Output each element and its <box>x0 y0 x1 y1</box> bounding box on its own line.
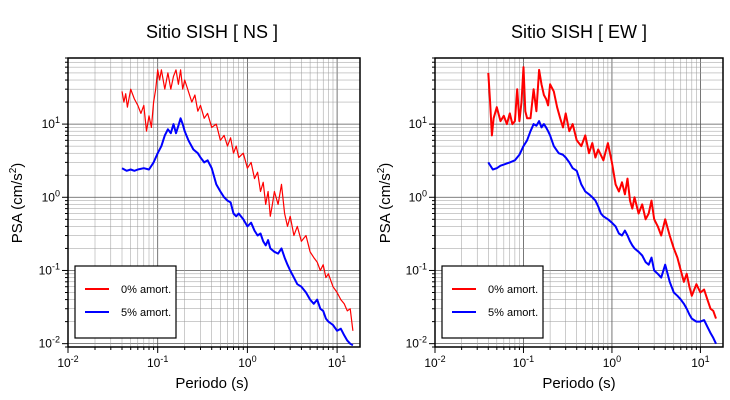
y-tick-label-base: 10 <box>39 263 53 277</box>
x-tick-label: 10-1 <box>513 354 534 370</box>
y-tick-label: 10-2 <box>406 335 427 351</box>
series-layer <box>121 69 354 347</box>
y-tick-label-base: 10 <box>42 190 56 204</box>
y-tick-label-exponent: -2 <box>419 335 427 345</box>
x-tick-label-exponent: 0 <box>616 354 621 364</box>
y-tick-label: 10-1 <box>406 261 427 277</box>
y-tick-label-base: 10 <box>409 117 423 131</box>
series-line-1 <box>121 117 354 347</box>
y-axis-label: PSA (cm/s2) <box>8 163 26 244</box>
x-tick-label-exponent: 1 <box>341 354 346 364</box>
series-line-0 <box>121 69 354 331</box>
x-tick-label-exponent: -2 <box>438 354 446 364</box>
y-tick-label-base: 10 <box>39 337 53 351</box>
y-tick-label: 100 <box>42 188 60 204</box>
y-axis-label-main: PSA (cm/s <box>9 173 26 243</box>
plot-frame <box>434 57 724 348</box>
y-tick-label-base: 10 <box>409 190 423 204</box>
y-axis-label-end: ) <box>377 163 394 168</box>
y-tick-label-base: 10 <box>42 117 56 131</box>
x-tick-label: 101 <box>691 354 709 370</box>
x-tick-label-exponent: -2 <box>71 354 79 364</box>
legend-entry-0: 0% amort. <box>121 284 171 296</box>
y-axis-label-superscript: 2 <box>8 167 19 173</box>
y-tick-label-exponent: 1 <box>422 115 427 125</box>
x-tick-label-base: 10 <box>691 356 705 370</box>
x-tick-label-base: 10 <box>424 356 438 370</box>
legend-entry-1: 5% amort. <box>121 307 171 319</box>
y-tick-label-exponent: 0 <box>422 188 427 198</box>
x-tick-label-base: 10 <box>603 356 617 370</box>
legend-box <box>441 265 544 339</box>
chart-title: Sitio SISH [ EW ] <box>511 22 647 42</box>
y-tick-label-base: 10 <box>406 337 420 351</box>
x-tick-label-exponent: -1 <box>526 354 534 364</box>
x-tick-label-base: 10 <box>328 356 342 370</box>
x-tick-label: 100 <box>603 354 621 370</box>
y-tick-label-exponent: -1 <box>52 261 60 271</box>
x-tick-label-exponent: -1 <box>160 354 168 364</box>
chart-panel-ew: Sitio SISH [ EW ] 10-2 10-1 100 10110-210-1… <box>376 22 724 392</box>
y-axis-label: PSA (cm/s2) <box>376 163 394 244</box>
y-tick-label-exponent: 0 <box>55 188 60 198</box>
x-tick-label-base: 10 <box>57 356 71 370</box>
x-tick-label: 10-1 <box>147 354 168 370</box>
x-tick-label: 10-2 <box>424 354 445 370</box>
x-tick-label-base: 10 <box>147 356 161 370</box>
y-axis-label-end: ) <box>9 163 26 168</box>
x-tick-label: 101 <box>328 354 346 370</box>
legend-box <box>74 265 177 339</box>
x-tick-label-exponent: 1 <box>705 354 710 364</box>
legend: 0% amort. 5% amort. <box>74 265 177 339</box>
y-axis-label-main: PSA (cm/s <box>377 173 394 243</box>
y-tick-label-exponent: -1 <box>419 261 427 271</box>
x-tick-label-base: 10 <box>513 356 527 370</box>
x-tick-label-exponent: 0 <box>252 354 257 364</box>
chart-title: Sitio SISH [ NS ] <box>146 22 278 42</box>
x-axis-label: Periodo (s) <box>175 375 248 392</box>
y-tick-label-exponent: -2 <box>52 335 60 345</box>
legend-entry-1: 5% amort. <box>488 307 538 319</box>
chart-panel-ns: Sitio SISH [ NS ] 10-2 10-1 100 10110-210-1… <box>8 22 361 392</box>
legend: 0% amort. 5% amort. <box>441 265 544 339</box>
y-tick-label: 10-2 <box>39 335 60 351</box>
y-tick-label: 101 <box>42 115 60 131</box>
y-tick-label: 100 <box>409 188 427 204</box>
x-axis-label: Periodo (s) <box>542 375 615 392</box>
y-tick-label: 10-1 <box>39 261 60 277</box>
y-tick-label-base: 10 <box>406 263 420 277</box>
series-line-1 <box>487 120 717 345</box>
x-tick-label: 100 <box>238 354 256 370</box>
series-line-0 <box>487 66 717 319</box>
y-axis-label-superscript: 2 <box>376 167 387 173</box>
x-tick-label-base: 10 <box>238 356 252 370</box>
x-tick-label: 10-2 <box>57 354 78 370</box>
plot-frame <box>67 57 361 348</box>
legend-entry-0: 0% amort. <box>488 284 538 296</box>
series-layer <box>487 66 717 345</box>
y-tick-label-exponent: 1 <box>55 115 60 125</box>
y-tick-label: 101 <box>409 115 427 131</box>
